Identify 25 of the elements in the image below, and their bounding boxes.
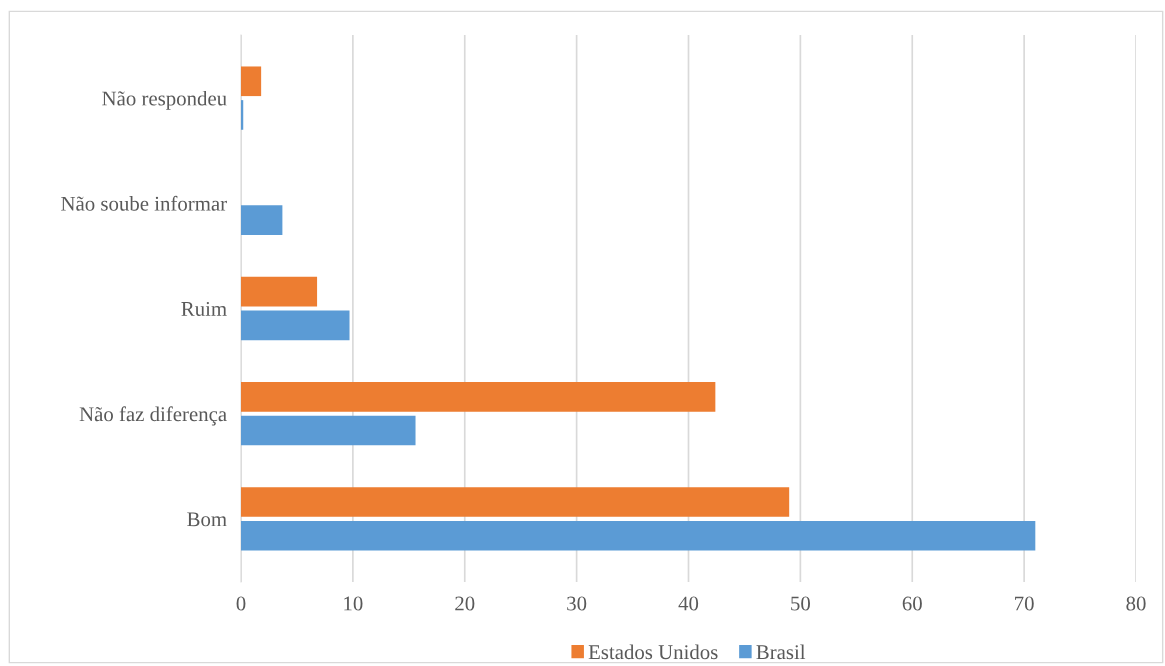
x-tick-label: 70: [1015, 596, 1034, 611]
x-tick-label: 50: [791, 596, 810, 611]
bar: [241, 310, 350, 341]
bar: [241, 520, 1036, 551]
legend-label: Estados Unidos: [588, 644, 718, 660]
x-tick-label: 30: [567, 596, 587, 611]
y-tick-label: Não soube informar: [61, 195, 227, 211]
y-tick-label: Bom: [187, 512, 227, 527]
x-tick-label: 20: [455, 596, 475, 611]
bar: [241, 66, 262, 97]
bar: [241, 415, 416, 446]
x-tick-label: 0: [236, 596, 246, 611]
x-tick-label: 10: [344, 596, 363, 611]
y-tick-label: Ruim: [181, 301, 227, 316]
bar: [241, 382, 716, 412]
bar: [241, 487, 790, 517]
legend-label: Brasil: [756, 644, 806, 660]
y-tick-label: Não respondeu: [102, 90, 227, 110]
x-tick-label: 60: [902, 596, 922, 611]
bar: [241, 205, 283, 235]
bar: [241, 100, 244, 130]
y-tick-label: Não faz diferença: [79, 406, 227, 426]
x-tick-label: 80: [1126, 596, 1146, 611]
x-tick-label: 40: [678, 596, 699, 611]
bar: [241, 276, 318, 307]
